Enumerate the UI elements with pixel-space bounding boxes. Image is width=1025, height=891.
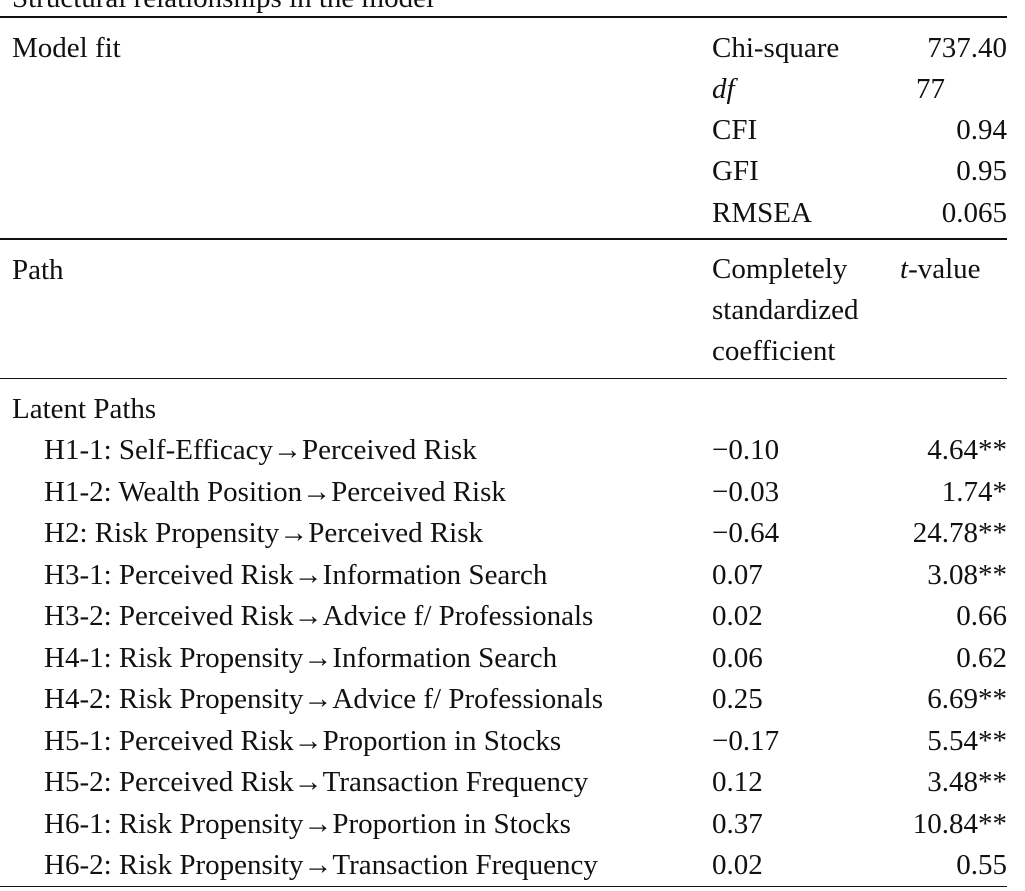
coefficient-header: Completely standardized coefficient xyxy=(712,249,859,372)
header-rule xyxy=(0,378,1007,379)
path-coefficient: 0.25 xyxy=(712,683,763,715)
path-t-value: 0.62 xyxy=(956,642,1007,674)
path-t-value: 0.55 xyxy=(956,849,1007,881)
path-t-value: 3.08** xyxy=(927,559,1007,591)
path-coefficient: −0.64 xyxy=(712,517,780,549)
path-t-value: 1.74* xyxy=(941,476,1007,508)
path-label: H4-1: Risk Propensity→Information Search xyxy=(44,642,558,674)
path-coefficient: −0.10 xyxy=(712,434,780,466)
section-label: Latent Paths xyxy=(12,393,157,425)
fit-stat-name: Chi-square xyxy=(712,32,840,64)
fit-stat-value: 0.065 xyxy=(941,197,1007,229)
path-label: H5-2: Perceived Risk→Transaction Frequen… xyxy=(44,766,589,798)
model-fit-label: Model fit xyxy=(12,32,121,64)
path-coefficient: −0.03 xyxy=(712,476,780,508)
path-coefficient: 0.12 xyxy=(712,766,763,798)
fit-stat-name: df xyxy=(712,73,735,105)
path-label: H3-1: Perceived Risk→Information Search xyxy=(44,559,548,591)
fit-stat-name: CFI xyxy=(712,114,758,146)
path-label: H3-2: Perceived Risk→Advice f/ Professio… xyxy=(44,600,594,632)
path-t-value: 24.78** xyxy=(912,517,1007,549)
path-t-value: 5.54** xyxy=(927,725,1007,757)
path-label: H2: Risk Propensity→Perceived Risk xyxy=(44,517,484,549)
fit-stat-value: 0.95 xyxy=(956,155,1007,187)
fit-stat-value: 0.94 xyxy=(956,114,1007,146)
table-caption: Structural relationships in the model xyxy=(12,0,434,15)
path-header: Path xyxy=(12,254,64,286)
path-t-value: 10.84** xyxy=(912,808,1007,840)
path-label: H1-1: Self-Efficacy→Perceived Risk xyxy=(44,434,477,466)
path-label: H6-1: Risk Propensity→Proportion in Stoc… xyxy=(44,808,571,840)
path-t-value: 3.48** xyxy=(927,766,1007,798)
path-coefficient: 0.07 xyxy=(712,559,763,591)
path-coefficient: 0.02 xyxy=(712,849,763,881)
t-header-prefix: t xyxy=(900,253,909,285)
path-label: H5-1: Perceived Risk→Proportion in Stock… xyxy=(44,725,562,757)
path-coefficient: −0.17 xyxy=(712,725,780,757)
bottom-rule xyxy=(0,886,1007,887)
mid-rule xyxy=(0,238,1007,240)
path-label: H6-2: Risk Propensity→Transaction Freque… xyxy=(44,849,598,881)
path-coefficient: 0.37 xyxy=(712,808,763,840)
fit-stat-value: 77 xyxy=(916,73,945,105)
path-t-value: 4.64** xyxy=(927,434,1007,466)
path-label: H1-2: Wealth Position→Perceived Risk xyxy=(44,476,506,508)
path-coefficient: 0.06 xyxy=(712,642,763,674)
fit-stat-name: RMSEA xyxy=(712,197,812,229)
t-value-header: t-value xyxy=(900,249,981,290)
coef-header-line: coefficient xyxy=(712,335,836,367)
coef-header-line: standardized xyxy=(712,294,859,326)
fit-stat-name: GFI xyxy=(712,155,759,187)
top-rule xyxy=(0,16,1007,18)
coef-header-line: Completely xyxy=(712,253,848,285)
t-header-suffix: -value xyxy=(908,253,981,285)
fit-stat-value: 737.40 xyxy=(927,32,1007,64)
path-t-value: 0.66 xyxy=(956,600,1007,632)
path-t-value: 6.69** xyxy=(927,683,1007,715)
path-label: H4-2: Risk Propensity→Advice f/ Professi… xyxy=(44,683,604,715)
path-coefficient: 0.02 xyxy=(712,600,763,632)
